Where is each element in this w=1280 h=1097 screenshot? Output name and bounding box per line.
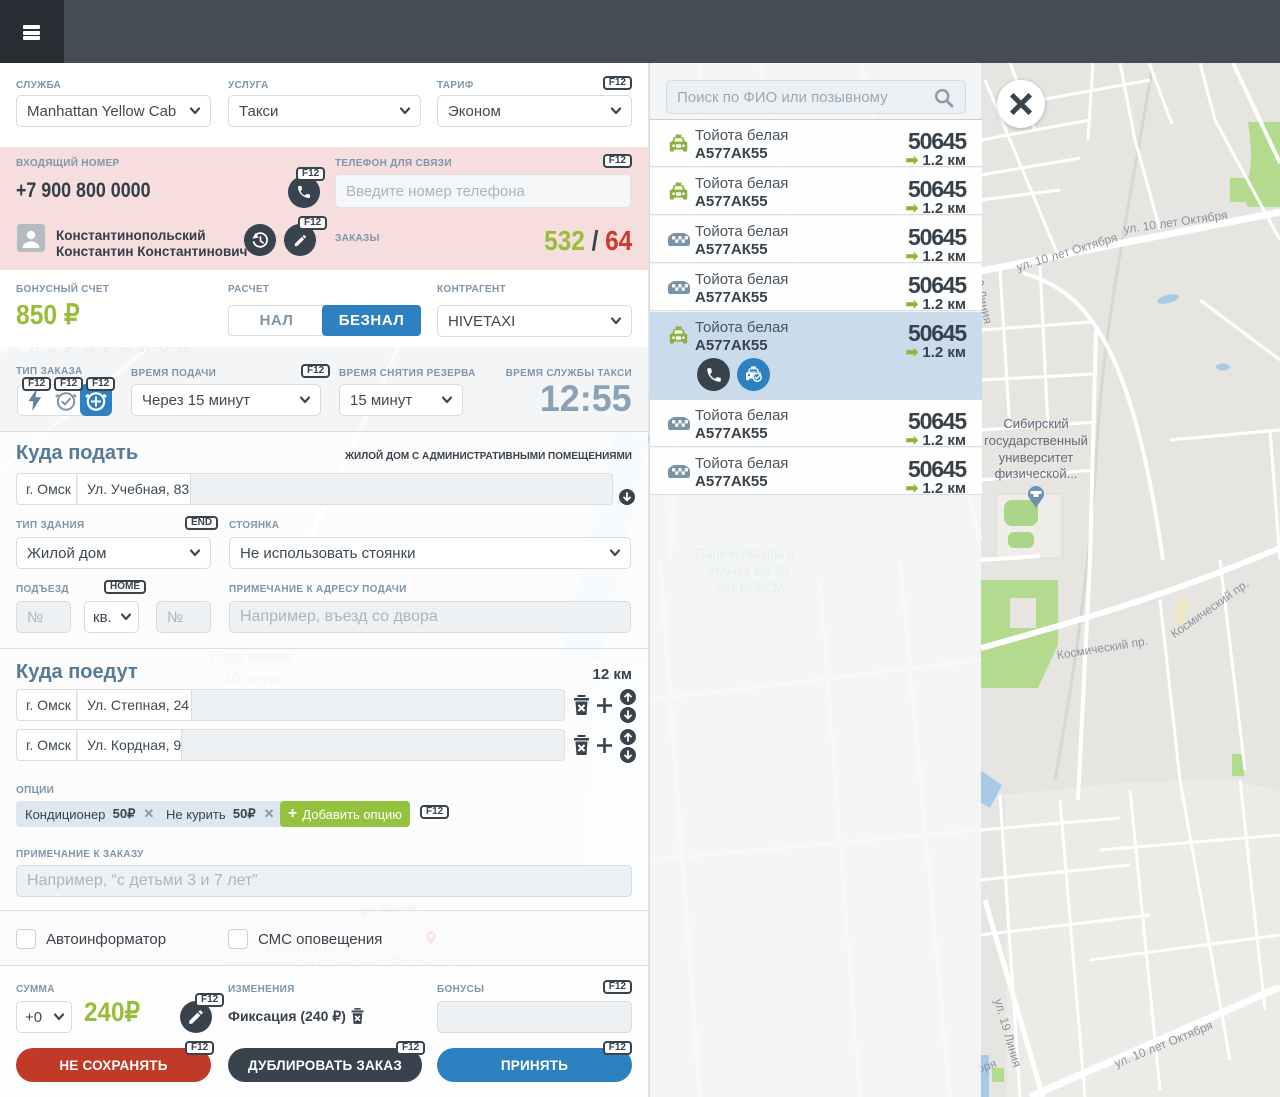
svg-text:физической...: физической... <box>995 466 1078 481</box>
svg-text:государственный: государственный <box>984 433 1088 448</box>
svg-text:Сибирский: Сибирский <box>1003 416 1068 431</box>
svg-text:университет: университет <box>999 450 1074 465</box>
